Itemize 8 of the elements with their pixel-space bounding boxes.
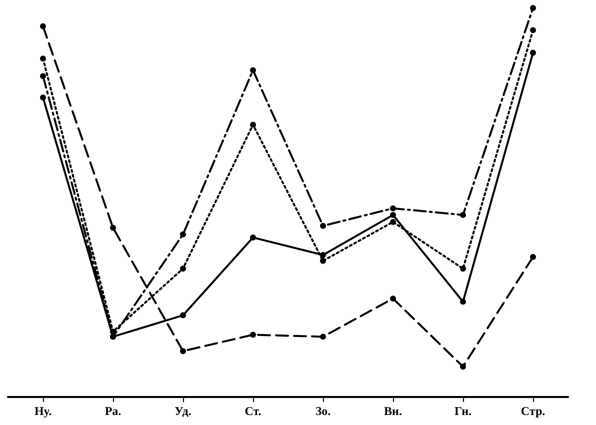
x-tick-label: Ра. <box>104 404 122 418</box>
x-tick-label: Уд. <box>174 404 192 418</box>
x-tick-label: Зо. <box>315 404 331 418</box>
x-tick-label: Ст. <box>244 404 262 418</box>
x-tick-label: Стр. <box>520 404 546 418</box>
x-tick-label: Гн. <box>454 404 472 418</box>
x-tick-label: Ну. <box>34 404 52 418</box>
x-tick-label: Вн. <box>384 404 402 418</box>
